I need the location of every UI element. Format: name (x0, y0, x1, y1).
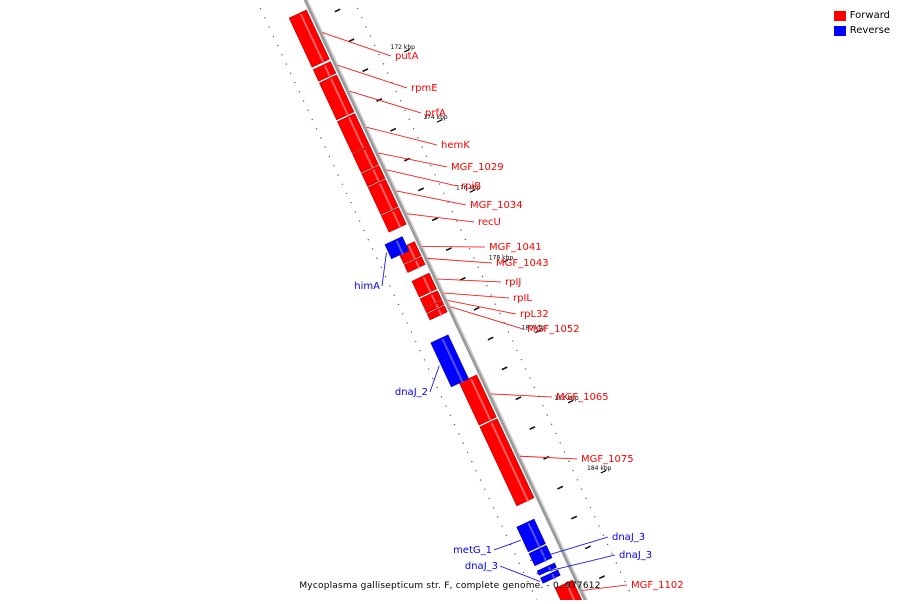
forward-lane-mark (530, 427, 535, 430)
forward-lane-mark (599, 576, 604, 579)
gene-leader-line (396, 191, 466, 205)
legend-swatch-forward (834, 11, 846, 21)
legend-swatch-reverse (834, 26, 846, 36)
gene-leader-line (382, 253, 386, 286)
gene-leader-line (494, 540, 521, 550)
forward-lane-mark (446, 248, 451, 251)
legend-label-reverse: Reverse (850, 25, 890, 36)
strand-legend: Forward Reverse (834, 8, 890, 38)
gene-leader-line (500, 566, 540, 581)
gene-label-mgf_1065[interactable]: MGF_1065 (556, 392, 609, 403)
gene-leader-line (444, 293, 509, 298)
forward-lane-mark (335, 9, 340, 12)
gene-label-rpl32[interactable]: rpL32 (520, 309, 549, 320)
scale-tick-label: 172 kbp (391, 44, 416, 51)
gene-label-prfa[interactable]: prfA (425, 108, 446, 119)
gene-leader-line (367, 127, 437, 145)
forward-lane-mark (557, 486, 562, 489)
gene-leader-line (491, 394, 552, 397)
scale-tick-label: 184 kbp (587, 465, 612, 472)
gene-label-mgf_1052[interactable]: MGF_1052 (527, 324, 580, 335)
gene-label-mgf_1041[interactable]: MGF_1041 (489, 242, 542, 253)
gene-leader-line (386, 170, 457, 186)
forward-lane-mark (488, 337, 493, 340)
forward-guide-track (260, 8, 551, 600)
gene-body (319, 75, 353, 120)
gene-label-rpij[interactable]: rpIJ (505, 277, 521, 288)
genome-caption: Mycoplasma gallisepticum str. F, complet… (0, 581, 900, 591)
gene-prfa[interactable] (319, 75, 353, 120)
gene-label-hima[interactable]: himA (354, 281, 380, 292)
gene-leader-line (338, 65, 407, 88)
gene-label-dnaj_2[interactable]: dnaJ_2 (395, 387, 428, 398)
gene-leader-line (379, 153, 447, 167)
gene-hemk[interactable] (337, 114, 369, 154)
gene-dnaj_2[interactable] (431, 335, 469, 387)
gene-label-hemk[interactable]: hemK (441, 140, 470, 151)
gene-leader-line (407, 214, 474, 222)
gene-layer[interactable] (289, 10, 584, 600)
backbone-shadow (302, 0, 593, 600)
gene-label-rpil[interactable]: rpIL (513, 293, 532, 304)
forward-lane-mark (418, 188, 423, 191)
gene-leader-line (447, 300, 516, 314)
gene-body (431, 335, 469, 387)
gene-leader-line (450, 307, 523, 329)
forward-lane-mark (571, 516, 576, 519)
forward-lane-mark (516, 397, 521, 400)
legend-item-reverse[interactable]: Reverse (834, 23, 890, 38)
gene-label-rpib[interactable]: rpiB (461, 181, 481, 192)
gene-label-rpme[interactable]: rpmE (411, 83, 438, 94)
gene-leader-line (322, 32, 391, 56)
gene-leader-line (428, 258, 492, 263)
gene-label-metg_1[interactable]: metG_1 (453, 545, 492, 556)
forward-lane-mark (390, 129, 395, 132)
gene-label-recu[interactable]: recU (478, 217, 501, 228)
forward-lane-mark (363, 69, 368, 72)
legend-item-forward[interactable]: Forward (834, 8, 890, 23)
gene-label-dnaj_3[interactable]: dnaJ_3 (619, 550, 652, 561)
forward-lane-mark (502, 367, 507, 370)
gene-label-dnaj_3[interactable]: dnaJ_3 (612, 532, 645, 543)
gene-leader-line (350, 91, 421, 113)
gene-label-dnaj_3[interactable]: dnaJ_3 (465, 561, 498, 572)
forward-lane-mark (474, 307, 479, 310)
gene-body (517, 519, 546, 552)
gene-metg_1[interactable] (517, 519, 546, 552)
gene-leader-line (437, 279, 501, 282)
label-layer[interactable]: putA rpmE prfA hemK MGF_1029 rpiB MGF_1034 recU… (322, 32, 683, 591)
forward-lane-mark (349, 39, 354, 42)
reverse-guide-track (340, 0, 631, 595)
gene-label-mgf_1043[interactable]: MGF_1043 (496, 258, 549, 269)
gene-label-mgf_1075[interactable]: MGF_1075 (581, 454, 634, 465)
gene-label-mgf_1029[interactable]: MGF_1029 (451, 162, 504, 173)
backbone-layer (300, 0, 593, 600)
gene-label-mgf_1034[interactable]: MGF_1034 (470, 200, 523, 211)
gene-label-puta[interactable]: putA (395, 51, 419, 62)
gene-body (337, 114, 369, 154)
forward-lane-mark (432, 218, 437, 221)
forward-lane-mark (585, 546, 590, 549)
gene-leader-line (430, 366, 439, 392)
legend-label-forward: Forward (850, 10, 890, 21)
